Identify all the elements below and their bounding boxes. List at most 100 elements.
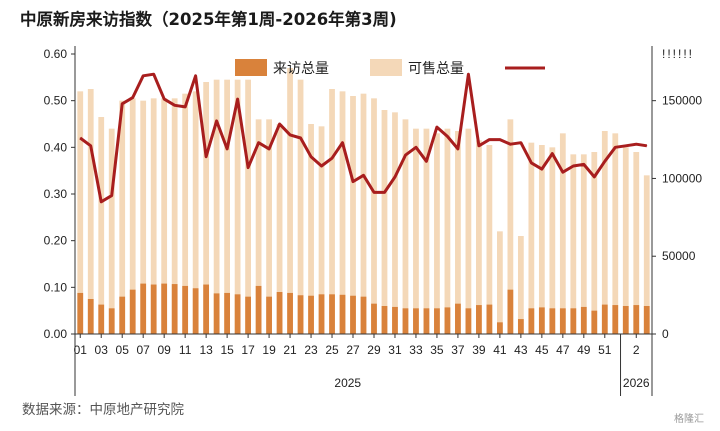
visits-bar	[570, 308, 577, 334]
visits-bar	[87, 299, 94, 334]
visits-bar	[350, 295, 356, 334]
visits-bar	[129, 289, 136, 334]
right-top-tick-label: !!!!!!	[662, 47, 694, 61]
index-point	[352, 181, 354, 183]
right-tick-label: 50000	[662, 249, 696, 263]
visits-bar	[643, 306, 650, 334]
right-tick-label: 100000	[662, 171, 702, 185]
index-point	[279, 123, 281, 125]
index-point	[111, 195, 113, 197]
supply-bar	[455, 131, 461, 334]
index-point	[184, 106, 186, 108]
x-tick-label: 01	[74, 343, 88, 357]
visits-bar	[339, 294, 346, 334]
x-tick-label: 29	[367, 343, 381, 357]
index-point	[541, 168, 543, 170]
right-tick-label: 0	[662, 327, 669, 341]
bars-layer	[77, 68, 650, 335]
visits-bar	[612, 305, 619, 334]
supply-bar	[528, 142, 535, 334]
index-point	[425, 160, 427, 162]
visits-bar	[308, 295, 314, 334]
supply-bar	[140, 100, 147, 335]
supply-bar	[161, 98, 168, 334]
visits-bar	[591, 310, 598, 334]
visits-bar	[528, 308, 535, 334]
legend-swatch-visits	[235, 59, 267, 76]
x-tick-label: 51	[598, 343, 612, 357]
visits-bar	[329, 294, 335, 334]
supply-bar	[538, 145, 545, 334]
visits-bar	[465, 308, 472, 334]
supply-bar	[381, 110, 388, 334]
index-point	[342, 142, 344, 144]
supply-bar	[266, 119, 272, 334]
index-point	[132, 97, 134, 99]
index-point	[383, 191, 385, 193]
supply-bar	[392, 112, 398, 334]
visits-bar	[203, 284, 210, 334]
visits-bar	[255, 285, 262, 334]
supply-bar	[643, 175, 650, 334]
year-label-2025: 2025	[334, 376, 361, 390]
visits-bar	[77, 292, 84, 334]
supply-bar	[413, 128, 419, 334]
x-tick-label: 11	[179, 343, 192, 357]
supply-bar	[517, 236, 524, 334]
x-tick-label: 45	[535, 343, 549, 357]
x-tick-label: 41	[493, 343, 507, 357]
visits-bar	[549, 308, 556, 334]
legend: 来访总量 可售总量	[235, 59, 545, 77]
x-tick-label: 31	[388, 343, 402, 357]
index-point	[268, 148, 270, 150]
watermark: 格隆汇	[674, 414, 704, 425]
visits-bar	[476, 305, 482, 334]
visits-bar	[434, 308, 440, 334]
index-point	[625, 145, 627, 147]
supply-bar	[287, 68, 293, 334]
index-point	[195, 75, 197, 77]
index-point	[488, 139, 490, 141]
x-tick-label: 21	[283, 343, 297, 357]
visits-bar	[580, 306, 587, 334]
left-tick-label: 0.40	[44, 140, 68, 154]
supply-bar	[486, 145, 493, 334]
supply-bar	[580, 154, 587, 334]
supply-bar	[87, 89, 94, 334]
supply-bar	[444, 128, 451, 334]
visits-bar	[171, 284, 178, 334]
supply-bar	[360, 93, 367, 335]
index-point	[226, 148, 228, 150]
supply-bar	[339, 91, 346, 334]
supply-bar	[402, 119, 409, 334]
visits-bar	[496, 322, 503, 334]
supply-bar	[350, 96, 356, 334]
visits-bar	[297, 295, 304, 334]
supply-bar	[224, 79, 231, 335]
index-point	[646, 145, 648, 147]
supply-bar	[591, 152, 598, 334]
visits-bar	[486, 304, 493, 334]
supply-bar	[570, 154, 577, 334]
supply-bar	[171, 98, 178, 334]
visits-bar	[423, 308, 430, 334]
index-point	[216, 120, 218, 122]
chart-title: 中原新房来访指数（2025年第1周-2026年第3周)	[20, 10, 397, 29]
supply-bar	[329, 89, 335, 334]
x-tick-label: 03	[95, 343, 109, 357]
visits-bar	[119, 296, 126, 334]
x-tick-label: 35	[430, 343, 444, 357]
index-point	[321, 165, 323, 167]
index-point	[153, 73, 155, 75]
index-point	[289, 134, 291, 136]
left-tick-label: 0.20	[44, 234, 68, 248]
visits-bar	[392, 306, 398, 334]
visits-bar	[318, 294, 325, 334]
supply-bar	[559, 133, 566, 334]
supply-bar	[245, 79, 251, 335]
index-point	[300, 137, 302, 139]
left-tick-label: 0.60	[44, 47, 68, 61]
index-point	[446, 135, 448, 137]
visits-bar	[108, 308, 115, 334]
line-layer	[79, 72, 648, 204]
